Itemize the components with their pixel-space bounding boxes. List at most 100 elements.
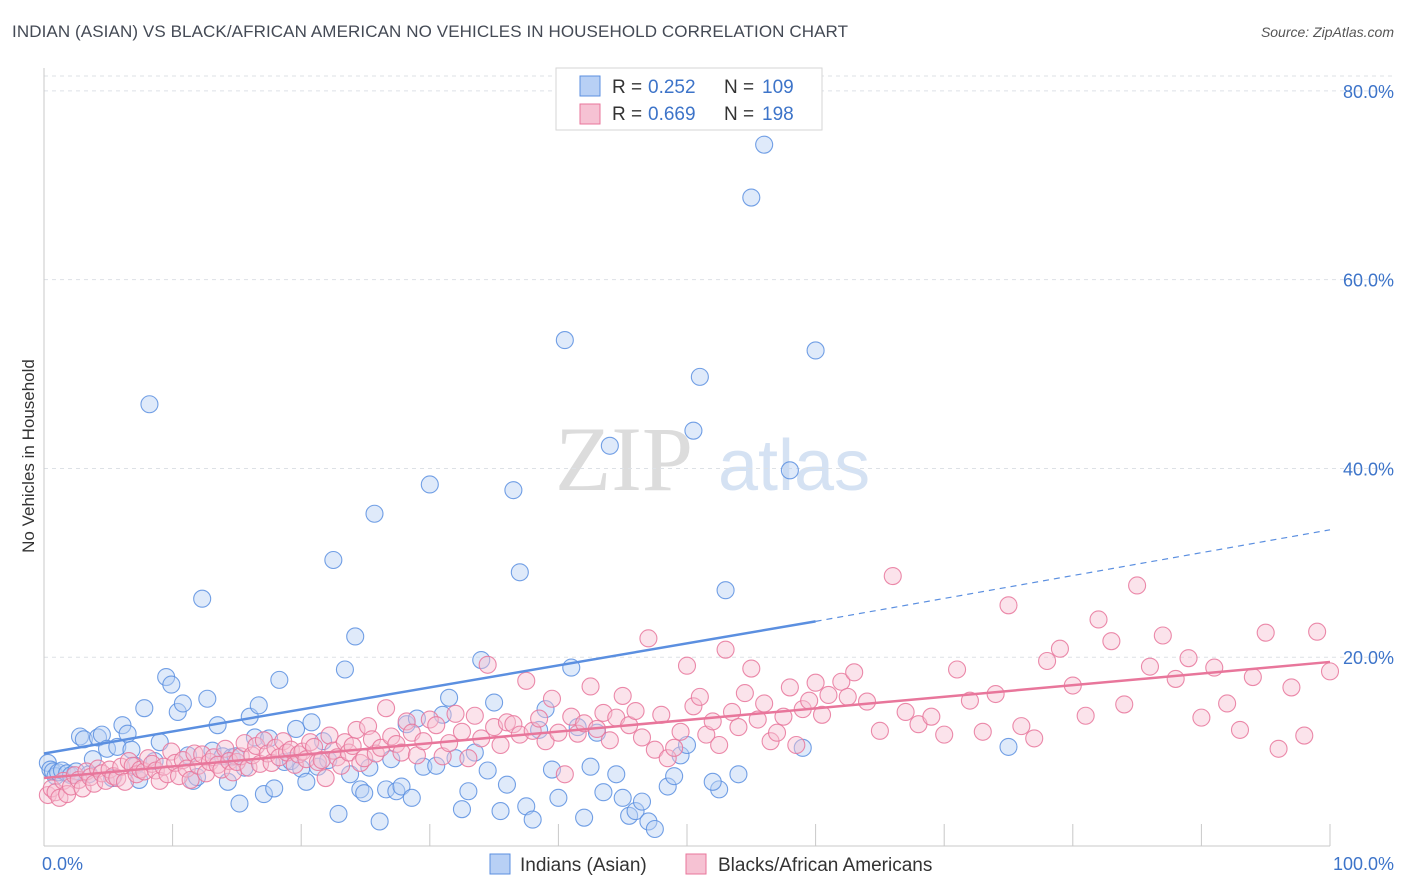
point-blacks-141 [716, 640, 735, 659]
point-indians-68 [365, 504, 384, 523]
point-blacks-90 [392, 743, 411, 762]
point-indians-73 [392, 777, 411, 796]
point-blacks-181 [1115, 695, 1134, 714]
point-blacks-128 [632, 728, 652, 747]
point-indians-91 [504, 481, 523, 500]
point-indians-102 [575, 808, 594, 827]
stats-n-label-blue: N = [724, 77, 754, 98]
point-indians-28 [162, 675, 181, 694]
point-indians-56 [302, 713, 321, 732]
point-blacks-166 [922, 707, 941, 726]
point-indians-81 [440, 688, 459, 707]
point-blacks-114 [542, 689, 562, 708]
point-blacks-80 [347, 720, 366, 739]
point-indians-60 [324, 550, 343, 570]
point-blacks-169 [960, 691, 979, 710]
point-indians-23 [135, 699, 154, 718]
y-axis-title: No Vehicles in Household [19, 359, 38, 553]
point-indians-24 [140, 395, 159, 414]
point-blacks-179 [1089, 610, 1108, 629]
point-blacks-191 [1243, 667, 1262, 687]
point-indians-89 [491, 802, 510, 821]
point-blacks-102 [465, 706, 484, 725]
stats-r-value-blue: 0.252 [648, 77, 696, 98]
point-indians-111 [632, 792, 652, 811]
point-blacks-120 [581, 677, 600, 696]
point-blacks-137 [690, 687, 709, 706]
stats-r-value-pink: 0.669 [648, 104, 696, 125]
point-blacks-100 [452, 722, 472, 741]
point-blacks-158 [832, 672, 851, 691]
point-blacks-142 [722, 702, 742, 722]
point-blacks-171 [986, 684, 1005, 704]
point-indians-30 [173, 694, 192, 713]
bottom-legend: Indians (Asian) Blacks/African Americans [489, 853, 932, 876]
point-indians-69 [370, 812, 389, 831]
point-blacks-194 [1282, 678, 1301, 697]
point-blacks-110 [517, 671, 536, 690]
point-blacks-108 [504, 715, 523, 734]
point-blacks-144 [735, 684, 754, 703]
series-blacks-points [38, 566, 1340, 807]
point-indians-42 [230, 794, 249, 813]
y-tick-labels: 20.0% 40.0% 60.0% 80.0% [1343, 82, 1394, 668]
point-indians-110 [626, 802, 645, 821]
point-blacks-193 [1269, 739, 1288, 758]
point-indians-34 [193, 589, 212, 608]
y-tick-label-40: 40.0% [1343, 459, 1394, 479]
stats-legend-swatch-pink [579, 103, 601, 125]
point-indians-124 [755, 135, 774, 154]
point-indians-66 [355, 784, 374, 803]
point-blacks-135 [677, 656, 697, 675]
x-tick-label-1: 100.0% [1333, 854, 1394, 874]
point-blacks-192 [1256, 623, 1275, 642]
point-blacks-164 [896, 702, 915, 722]
point-indians-115 [665, 767, 684, 786]
point-blacks-72 [316, 768, 335, 788]
point-blacks-183 [1140, 657, 1160, 676]
point-blacks-104 [478, 655, 497, 674]
point-blacks-123 [600, 731, 619, 750]
point-blacks-6 [61, 777, 81, 796]
point-indians-78 [420, 475, 439, 494]
point-blacks-96 [427, 716, 446, 735]
point-blacks-132 [658, 749, 677, 768]
point-blacks-73 [320, 726, 339, 745]
point-blacks-154 [800, 691, 819, 710]
y-tick-label-20: 20.0% [1343, 648, 1394, 668]
point-blacks-156 [812, 705, 832, 724]
gridlines [44, 75, 1394, 658]
point-indians-18 [113, 716, 132, 735]
point-blacks-170 [973, 722, 992, 741]
point-blacks-37 [181, 770, 200, 789]
point-indians-125 [806, 341, 825, 360]
point-indians-55 [297, 772, 316, 791]
trend-line-blacks [43, 660, 1331, 780]
point-blacks-186 [1179, 649, 1198, 668]
point-indians-62 [335, 660, 354, 679]
point-blacks-99 [446, 704, 465, 723]
point-indians-114 [658, 777, 677, 796]
point-blacks-172 [999, 596, 1018, 615]
stats-legend: R = 0.252 N = 109 R = 0.669 N = 198 [555, 67, 823, 131]
point-indians-61 [329, 804, 348, 823]
point-indians-123 [742, 188, 761, 207]
point-indians-118 [684, 421, 703, 440]
stats-legend-swatch-blue [579, 75, 601, 97]
point-blacks-112 [530, 709, 549, 728]
y-tick-label-60: 60.0% [1343, 271, 1394, 291]
point-indians-77 [414, 757, 433, 776]
point-indians-92 [510, 563, 529, 582]
point-indians-121 [716, 581, 735, 600]
point-blacks-136 [684, 697, 703, 716]
point-indians-127 [999, 737, 1018, 756]
point-indians-120 [710, 780, 729, 799]
point-blacks-87 [377, 699, 396, 718]
point-blacks-184 [1153, 626, 1172, 645]
watermark-zip: ZIP [555, 408, 693, 510]
legend-swatch-indians [489, 853, 511, 875]
point-blacks-146 [748, 710, 767, 729]
point-indians-46 [249, 696, 268, 715]
point-blacks-140 [710, 735, 729, 755]
stats-r-label-blue: R = [612, 77, 642, 98]
